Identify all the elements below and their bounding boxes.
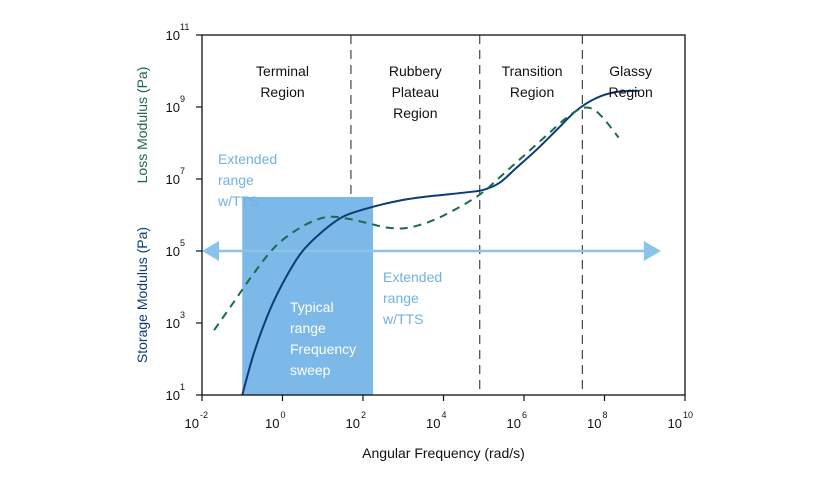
y-tick-exponent: 7 xyxy=(180,166,185,176)
x-tick-exponent: 2 xyxy=(361,410,366,420)
x-tick-label: 10 xyxy=(265,416,279,431)
arrow-head-left xyxy=(202,241,219,261)
y-tick-exponent: 5 xyxy=(180,238,185,248)
typical-range-box xyxy=(242,197,374,395)
y-axis-title-loss: Loss Modulus (Pa) xyxy=(134,67,150,184)
x-tick-label: 10 xyxy=(587,416,601,431)
extended-range-label-left: range xyxy=(218,172,254,188)
typical-range-label: Typical xyxy=(290,299,334,315)
region-label-line: Rubbery xyxy=(389,63,442,79)
x-tick-exponent: -2 xyxy=(200,410,208,420)
y-tick-exponent: 3 xyxy=(180,310,185,320)
x-tick-exponent: 6 xyxy=(522,410,527,420)
region-label-line: Terminal xyxy=(256,63,309,79)
typical-range-rect xyxy=(242,197,374,395)
storage-modulus-line xyxy=(241,89,639,396)
extended-range-label-right: Extended xyxy=(383,269,442,285)
y-axis-title-storage: Storage Modulus (Pa) xyxy=(134,227,150,363)
y-tick-label: 10 xyxy=(166,388,180,403)
x-tick-exponent: 4 xyxy=(442,410,447,420)
region-label-line: Region xyxy=(393,105,437,121)
extended-range-label-right: range xyxy=(383,290,419,306)
y-tick-label: 10 xyxy=(166,316,180,331)
series-lines xyxy=(213,89,639,396)
y-tick-exponent: 9 xyxy=(180,94,185,104)
y-tick-label: 10 xyxy=(166,100,180,115)
x-tick-label: 10 xyxy=(185,416,199,431)
x-tick-exponent: 10 xyxy=(683,410,693,420)
region-label-line: Region xyxy=(608,84,652,100)
labels: Angular Frequency (rad/s) Storage Modulus… xyxy=(134,63,653,461)
y-tick-label: 10 xyxy=(166,172,180,187)
extended-range-label-right: w/TTS xyxy=(382,311,423,327)
y-tick-exponent: 11 xyxy=(180,22,189,32)
extended-range-label-left: w/TTS xyxy=(217,193,258,209)
x-axis-title: Angular Frequency (rad/s) xyxy=(362,445,525,461)
region-label-line: Transition xyxy=(502,63,563,79)
y-tick-label: 10 xyxy=(166,244,180,259)
extended-range-label-left: Extended xyxy=(218,151,277,167)
x-tick-label: 10 xyxy=(346,416,360,431)
x-tick-label: 10 xyxy=(507,416,521,431)
y-tick-label: 10 xyxy=(166,28,180,43)
typical-range-label: Frequency xyxy=(290,341,356,357)
typical-range-label: sweep xyxy=(290,362,331,378)
region-label-line: Region xyxy=(510,84,554,100)
arrow-head-right xyxy=(643,241,661,261)
y-tick-exponent: 1 xyxy=(180,382,185,392)
x-tick-label: 10 xyxy=(668,416,682,431)
typical-range-label: range xyxy=(290,320,326,336)
region-label-line: Plateau xyxy=(392,84,439,100)
x-tick-exponent: 8 xyxy=(603,410,608,420)
axes: 10-2100102104106108101010110310510710910… xyxy=(166,22,693,431)
x-tick-label: 10 xyxy=(426,416,440,431)
x-tick-exponent: 0 xyxy=(281,410,286,420)
region-label-line: Region xyxy=(260,84,304,100)
extended-range-arrow xyxy=(202,241,661,261)
region-label-line: Glassy xyxy=(609,63,652,79)
loss-modulus-line xyxy=(213,106,620,331)
